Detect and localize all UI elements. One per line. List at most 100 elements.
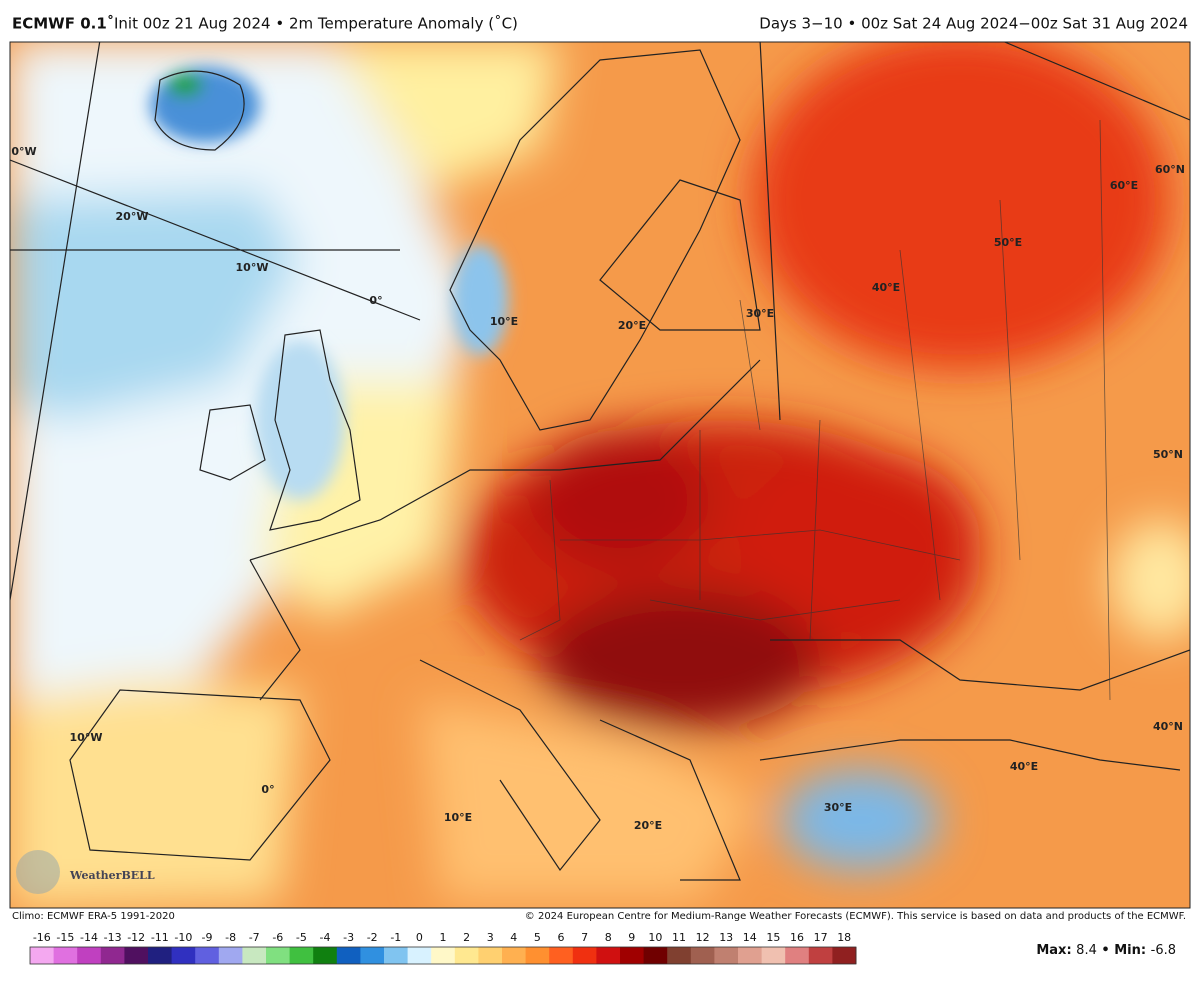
grid-label: 50°E bbox=[994, 236, 1022, 249]
colorbar-cell bbox=[738, 947, 763, 964]
grid-label: 60°E bbox=[1110, 179, 1138, 192]
colorbar-label: -7 bbox=[249, 931, 260, 944]
grid-label: 20°W bbox=[116, 210, 149, 223]
colorbar-cell bbox=[218, 947, 243, 964]
colorbar-label: 16 bbox=[790, 931, 804, 944]
map-frame bbox=[9, 41, 1191, 909]
colorbar-label: -4 bbox=[320, 931, 331, 944]
map: 0°W 20°W 10°W 0° 10°E 20°E 30°E 40°E 50°E 60°E 60°… bbox=[10, 42, 1190, 908]
colorbar-label: 10 bbox=[648, 931, 662, 944]
colorbar-label: 2 bbox=[463, 931, 470, 944]
grid-label: 60°N bbox=[1155, 163, 1185, 176]
min-value: -6.8 bbox=[1151, 943, 1176, 958]
colorbar-cell bbox=[431, 947, 456, 964]
max-label: Max: bbox=[1036, 943, 1071, 958]
colorbar-label: 14 bbox=[743, 931, 757, 944]
stats: Max: 8.4 • Min: -6.8 bbox=[1036, 943, 1176, 958]
colorbar-cell bbox=[572, 947, 597, 964]
colorbar-cell bbox=[667, 947, 692, 964]
copyright: © 2024 European Centre for Medium-Range … bbox=[525, 911, 1186, 922]
model-title: ECMWF 0.1˚ bbox=[12, 15, 114, 33]
colorbar-label: 1 bbox=[440, 931, 447, 944]
colorbar: -16 -15 -14 -13 -12 -11 -10 -9 -8 -7 -6 -5 -4 -3 -2 -1 0… bbox=[29, 931, 857, 965]
colorbar-cell bbox=[596, 947, 621, 964]
logo: WeatherBELL bbox=[16, 850, 155, 894]
grid-label: 40°N bbox=[1153, 720, 1183, 733]
colorbar-label: -1 bbox=[390, 931, 401, 944]
climo-note: Climo: ECMWF ERA-5 1991-2020 bbox=[12, 911, 175, 922]
anomaly-field bbox=[10, 42, 1190, 908]
colorbar-cell bbox=[77, 947, 102, 964]
colorbar-cell bbox=[336, 947, 361, 964]
colorbar-cell bbox=[100, 947, 125, 964]
grid-label: 0°W bbox=[11, 145, 36, 158]
colorbar-label: 11 bbox=[672, 931, 686, 944]
borders bbox=[519, 119, 1111, 701]
grid-label: 50°N bbox=[1153, 448, 1183, 461]
colorbar-label: 6 bbox=[558, 931, 565, 944]
grid-labels: 0°W 20°W 10°W 0° 10°E 20°E 30°E 40°E 50°E 60°E 60°… bbox=[11, 145, 1185, 832]
grid-label: 10°E bbox=[490, 315, 518, 328]
grid-label: 0° bbox=[261, 783, 274, 796]
grid-label: 0° bbox=[369, 294, 382, 307]
grid-label: 10°E bbox=[444, 811, 472, 824]
colorbar-cell bbox=[502, 947, 527, 964]
colorbar-cell bbox=[53, 947, 78, 964]
colorbar-cell bbox=[289, 947, 314, 964]
colorbar-cell bbox=[148, 947, 173, 964]
grid-label: 20°E bbox=[618, 319, 646, 332]
coastlines bbox=[10, 42, 1190, 881]
colorbar-label: 17 bbox=[814, 931, 828, 944]
colorbar-cell bbox=[832, 947, 857, 964]
colorbar-label: -15 bbox=[56, 931, 74, 944]
colorbar-label: -12 bbox=[127, 931, 145, 944]
colorbar-label: 18 bbox=[837, 931, 851, 944]
colorbar-label: -8 bbox=[225, 931, 236, 944]
max-value: 8.4 bbox=[1076, 943, 1097, 958]
colorbar-label: 4 bbox=[510, 931, 517, 944]
min-label: Min: bbox=[1114, 943, 1146, 958]
colorbar-label: -5 bbox=[296, 931, 307, 944]
colorbar-cell bbox=[525, 947, 550, 964]
grid-label: 40°E bbox=[872, 281, 900, 294]
colorbar-cell bbox=[242, 947, 267, 964]
colorbar-label: 8 bbox=[605, 931, 612, 944]
colorbar-label: 9 bbox=[628, 931, 635, 944]
colorbar-cell bbox=[266, 947, 291, 964]
colorbar-label: 0 bbox=[416, 931, 423, 944]
colorbar-cell bbox=[690, 947, 715, 964]
grid-label: 30°E bbox=[746, 307, 774, 320]
colorbar-cell bbox=[761, 947, 786, 964]
colorbar-label: 12 bbox=[696, 931, 710, 944]
logo-text: WeatherBELL bbox=[69, 869, 155, 882]
stats-separator: • bbox=[1101, 943, 1109, 958]
colorbar-label: 7 bbox=[581, 931, 588, 944]
colorbar-label: -3 bbox=[343, 931, 354, 944]
colorbar-cell bbox=[124, 947, 149, 964]
colorbar-cell bbox=[313, 947, 338, 964]
colorbar-label: 15 bbox=[766, 931, 780, 944]
colorbar-label: 3 bbox=[487, 931, 494, 944]
colorbar-label: -11 bbox=[151, 931, 169, 944]
colorbar-cell bbox=[360, 947, 385, 964]
colorbar-cell bbox=[454, 947, 479, 964]
colorbar-label: 13 bbox=[719, 931, 733, 944]
colorbar-cell bbox=[643, 947, 668, 964]
colorbar-label: -16 bbox=[33, 931, 51, 944]
period-title: Days 3−10 • 00z Sat 24 Aug 2024−00z Sat … bbox=[759, 15, 1188, 33]
colorbar-cell bbox=[549, 947, 574, 964]
colorbar-cell bbox=[407, 947, 432, 964]
colorbar-label: -14 bbox=[80, 931, 98, 944]
colorbar-cell bbox=[714, 947, 739, 964]
colorbar-cell bbox=[785, 947, 810, 964]
colorbar-label: -13 bbox=[104, 931, 122, 944]
grid-label: 10°W bbox=[236, 261, 269, 274]
colorbar-label: -10 bbox=[174, 931, 192, 944]
colorbar-label: 5 bbox=[534, 931, 541, 944]
colorbar-cell bbox=[808, 947, 833, 964]
grid-label: 10°W bbox=[70, 731, 103, 744]
colorbar-cell bbox=[30, 947, 55, 964]
grid-label: 20°E bbox=[634, 819, 662, 832]
colorbar-cell bbox=[195, 947, 220, 964]
